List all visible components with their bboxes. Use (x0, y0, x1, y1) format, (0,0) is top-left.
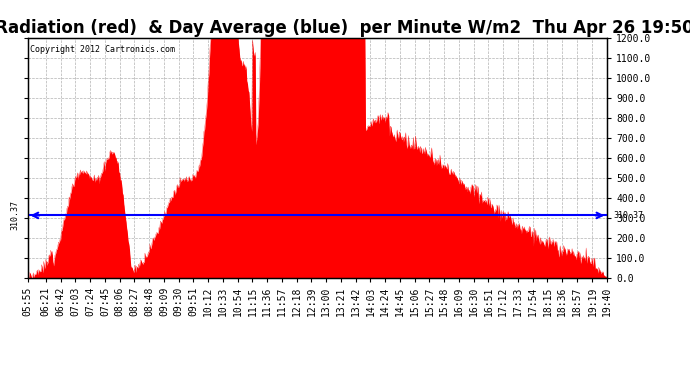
Title: Solar Radiation (red)  & Day Average (blue)  per Minute W/m2  Thu Apr 26 19:50: Solar Radiation (red) & Day Average (blu… (0, 20, 690, 38)
Text: Copyright 2012 Cartronics.com: Copyright 2012 Cartronics.com (30, 45, 175, 54)
Text: 310.37: 310.37 (613, 211, 643, 220)
Text: 310.37: 310.37 (10, 200, 19, 230)
